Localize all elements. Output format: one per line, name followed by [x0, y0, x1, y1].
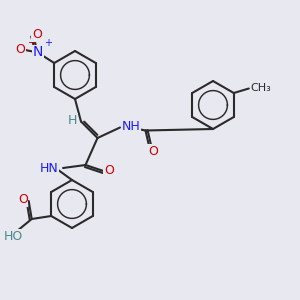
Text: CH₃: CH₃ [250, 83, 271, 94]
Text: H: H [68, 113, 77, 127]
Text: O: O [148, 145, 158, 158]
Text: O: O [104, 164, 114, 178]
Text: −: − [28, 38, 37, 48]
Text: HN: HN [40, 161, 59, 175]
Text: O: O [15, 43, 25, 56]
Text: O: O [32, 28, 42, 41]
Text: N: N [32, 46, 43, 59]
Text: O: O [18, 193, 28, 206]
Text: +: + [44, 38, 52, 48]
Text: HO: HO [4, 230, 23, 243]
Text: NH: NH [122, 119, 140, 133]
